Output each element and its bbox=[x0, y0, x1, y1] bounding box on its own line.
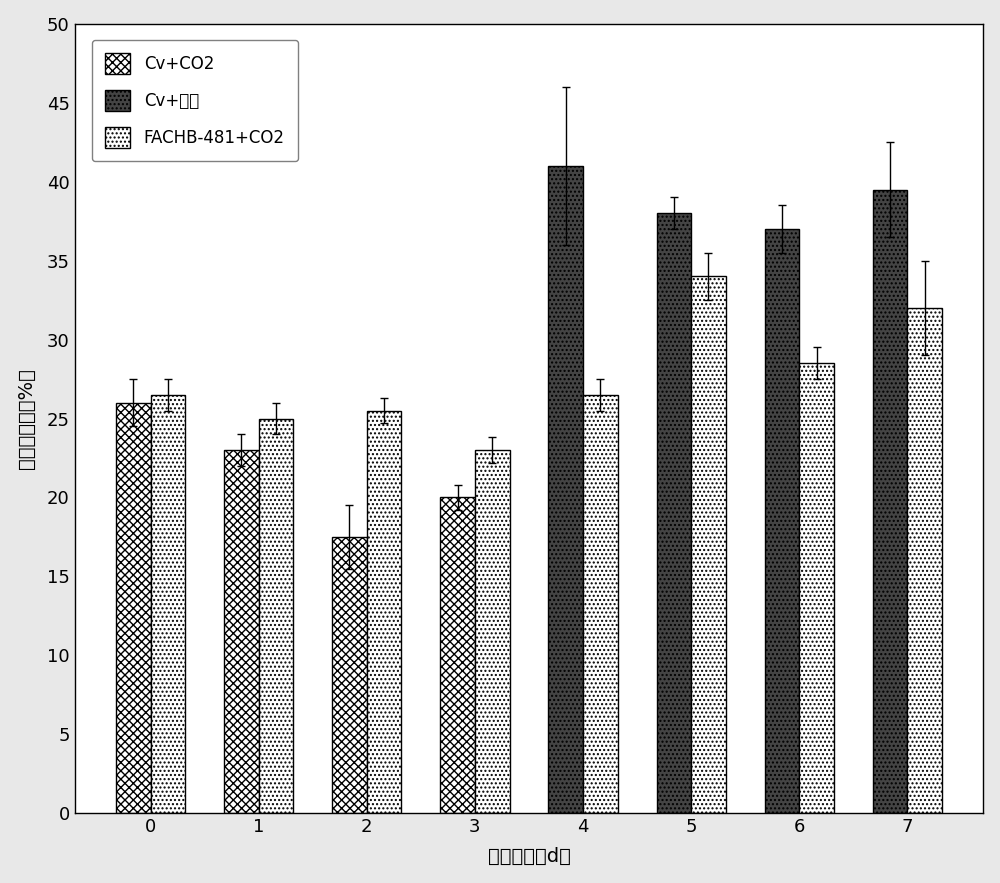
Legend: Cv+CO2, Cv+烟气, FACHB-481+CO2: Cv+CO2, Cv+烟气, FACHB-481+CO2 bbox=[92, 40, 298, 161]
Bar bbox=[116, 403, 151, 813]
Bar bbox=[475, 450, 510, 813]
Bar bbox=[151, 395, 185, 813]
Bar bbox=[259, 419, 293, 813]
Bar bbox=[332, 537, 367, 813]
Bar bbox=[224, 450, 259, 813]
Bar bbox=[765, 229, 799, 813]
Bar bbox=[367, 411, 401, 813]
Bar bbox=[799, 363, 834, 813]
Bar bbox=[440, 497, 475, 813]
Y-axis label: 细胞含糖量（%）: 细胞含糖量（%） bbox=[17, 368, 36, 469]
Bar bbox=[548, 166, 583, 813]
X-axis label: 培养时间（d）: 培养时间（d） bbox=[488, 848, 570, 866]
Bar bbox=[873, 190, 907, 813]
Bar bbox=[907, 308, 942, 813]
Bar bbox=[691, 276, 726, 813]
Bar bbox=[657, 213, 691, 813]
Bar bbox=[583, 395, 618, 813]
